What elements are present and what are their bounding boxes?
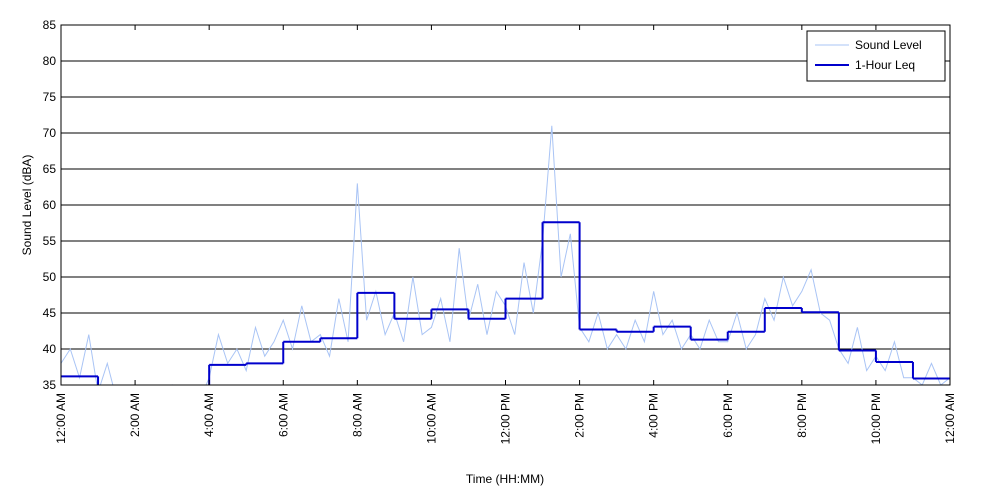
x-tick-label: 6:00 AM <box>276 393 290 437</box>
legend-label: 1-Hour Leq <box>855 58 915 72</box>
x-tick-label: 8:00 PM <box>795 393 809 438</box>
y-axis-label: Sound Level (dBA) <box>20 155 34 256</box>
y-tick-label: 65 <box>43 162 57 176</box>
x-tick-label: 4:00 PM <box>647 393 661 438</box>
axes: 35 40 45 50 55 60 65 70 75 80 85 12:00 AM 2:00 AM 4:0… <box>43 18 957 444</box>
legend: Sound Level 1-Hour Leq <box>806 30 946 82</box>
x-tick-label: 12:00 AM <box>54 393 68 444</box>
x-tick-label: 8:00 AM <box>350 393 364 437</box>
y-tick-label: 35 <box>43 378 57 392</box>
y-tick-label: 85 <box>43 18 57 32</box>
y-tick-label: 50 <box>43 270 57 284</box>
y-tick-label: 60 <box>43 198 57 212</box>
x-tick-label: 4:00 AM <box>202 393 216 437</box>
x-tick-label: 2:00 PM <box>573 393 587 438</box>
y-tick-label: 70 <box>43 126 57 140</box>
x-tick-label: 10:00 PM <box>869 393 883 444</box>
x-tick-label: 12:00 PM <box>499 393 513 444</box>
x-tick-label: 2:00 AM <box>128 393 142 437</box>
legend-label: Sound Level <box>855 38 922 52</box>
x-tick-label: 10:00 AM <box>424 393 438 444</box>
x-tick-label: 6:00 PM <box>721 393 735 438</box>
y-tick-label: 75 <box>43 90 57 104</box>
y-tick-label: 55 <box>43 234 57 248</box>
legend-box <box>806 30 946 82</box>
y-tick-label: 40 <box>43 342 57 356</box>
y-tick-label: 80 <box>43 54 57 68</box>
x-axis-label: Time (HH:MM) <box>466 472 544 486</box>
series <box>61 125 950 385</box>
x-tick-label: 12:00 AM <box>943 393 957 444</box>
y-tick-label: 45 <box>43 306 57 320</box>
